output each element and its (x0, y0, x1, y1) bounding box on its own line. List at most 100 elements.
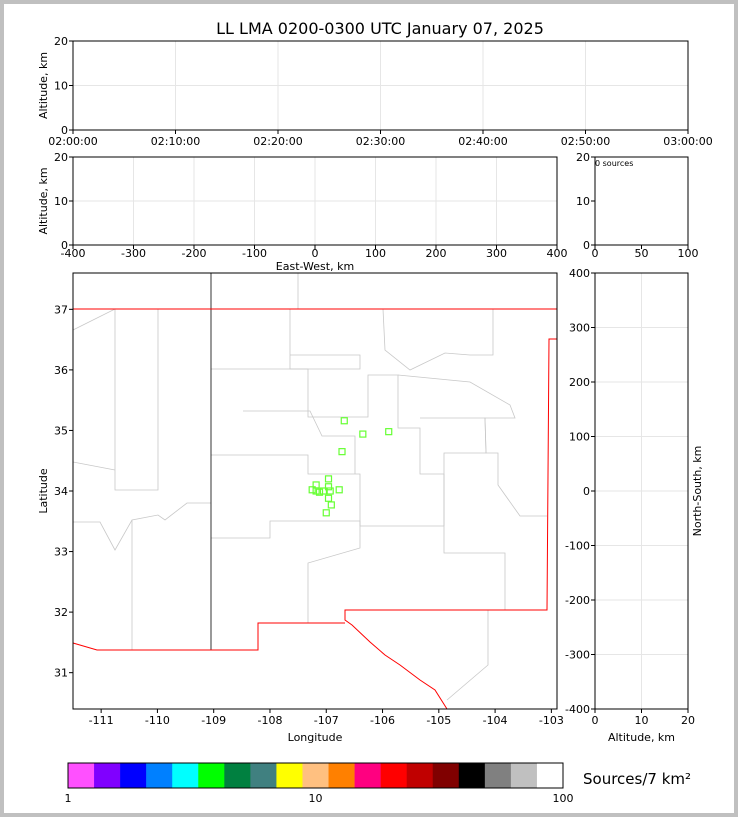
x-axis-label: East-West, km (276, 260, 354, 273)
x-tick-label: 02:30:00 (356, 135, 405, 148)
data-point (385, 428, 393, 436)
x-tick-label: 10 (635, 714, 649, 727)
colorbar-swatch (510, 763, 538, 788)
colorbar-swatch (536, 763, 564, 788)
data-point (322, 509, 330, 517)
plot-frame (72, 272, 558, 710)
x-axis-label: Altitude, km (608, 731, 675, 744)
y-axis-label: North-South, km (691, 446, 704, 537)
plot-frame (594, 272, 689, 710)
x-tick-label: 03:00:00 (663, 135, 712, 148)
colorbar-swatch (94, 763, 121, 788)
data-point (324, 475, 333, 483)
x-axis-label: Longitude (288, 731, 343, 744)
colorbar-swatch (484, 763, 512, 788)
x-tick-label: 300 (486, 247, 507, 260)
colorbar-swatch (432, 763, 460, 788)
y-tick-label: 0 (583, 485, 590, 498)
y-tick-label: -200 (565, 594, 590, 607)
x-tick-label: 02:50:00 (561, 135, 610, 148)
x-tick-label: 02:20:00 (253, 135, 302, 148)
y-tick-label: 37 (54, 303, 68, 316)
source-count: 0 sources (595, 159, 633, 168)
y-tick-label: 35 (54, 424, 68, 437)
x-tick-label: 02:40:00 (458, 135, 507, 148)
y-tick-label: 0 (583, 239, 590, 252)
data-point (324, 494, 333, 502)
y-tick-label: 32 (54, 606, 68, 619)
colorbar-swatch (354, 763, 381, 788)
colorbar-swatch (328, 763, 355, 788)
x-tick-label: -300 (121, 247, 146, 260)
x-tick-label: 0 (592, 714, 599, 727)
colorbar-swatch (380, 763, 407, 788)
colorbar-tick-label: 100 (553, 792, 574, 805)
colorbar-swatch (198, 763, 225, 788)
colorbar-swatch (276, 763, 303, 788)
y-tick-label: -400 (565, 703, 590, 716)
y-tick-label: 200 (569, 376, 590, 389)
x-tick-label: -103 (539, 714, 564, 727)
x-tick-label: 20 (681, 714, 695, 727)
y-axis-label: Altitude, km (37, 52, 50, 119)
y-tick-label: 10 (576, 195, 590, 208)
y-tick-label: 34 (54, 485, 68, 498)
colorbar-swatch (224, 763, 251, 788)
y-tick-label: -300 (565, 649, 590, 662)
y-tick-label: 400 (569, 267, 590, 280)
data-point (338, 448, 346, 456)
colorbar-swatch (68, 763, 95, 788)
colorbar-tick-label: 10 (309, 792, 323, 805)
colorbar-swatch (302, 763, 329, 788)
chart-title: LL LMA 0200-0300 UTC January 07, 2025 (216, 19, 544, 38)
y-tick-label: 20 (576, 151, 590, 164)
data-point (324, 483, 333, 491)
colorbar-swatch (120, 763, 147, 788)
x-tick-label: -104 (483, 714, 508, 727)
colorbar-tick-label: 1 (65, 792, 72, 805)
x-tick-label: 400 (547, 247, 568, 260)
x-tick-label: 02:10:00 (151, 135, 200, 148)
data-point (319, 487, 328, 495)
y-tick-label: 10 (54, 80, 68, 93)
y-tick-label: 20 (54, 151, 68, 164)
plot-frame (72, 156, 558, 246)
x-tick-label: -200 (182, 247, 207, 260)
x-tick-label: 50 (635, 247, 649, 260)
data-point (327, 501, 335, 509)
x-tick-label: -105 (426, 714, 451, 727)
x-tick-label: -110 (145, 714, 170, 727)
x-tick-label: 100 (678, 247, 699, 260)
y-tick-label: 100 (569, 431, 590, 444)
x-tick-label: -106 (370, 714, 395, 727)
y-tick-label: 20 (54, 35, 68, 48)
data-point (308, 486, 316, 494)
x-tick-label: -108 (257, 714, 282, 727)
data-point (315, 488, 324, 496)
data-point (359, 430, 367, 438)
x-tick-label: 100 (365, 247, 386, 260)
colorbar-label: Sources/7 km² (583, 770, 691, 788)
colorbar-swatch (458, 763, 486, 788)
x-tick-label: -400 (61, 247, 86, 260)
y-tick-label: 31 (54, 667, 68, 680)
plot-frame (72, 40, 689, 131)
map-boundaries (72, 273, 558, 710)
figure: LL LMA 0200-0300 UTC January 07, 2025 02… (4, 4, 734, 813)
colorbar-swatch (172, 763, 199, 788)
data-point (326, 487, 334, 495)
x-tick-label: 0 (592, 247, 599, 260)
x-tick-label: 200 (426, 247, 447, 260)
colorbar-frame (67, 762, 564, 789)
y-tick-label: 0 (61, 239, 68, 252)
y-tick-label: -100 (565, 540, 590, 553)
x-tick-label: 02:00:00 (48, 135, 97, 148)
colorbar-swatch (250, 763, 277, 788)
x-tick-label: -107 (314, 714, 339, 727)
y-tick-label: 10 (54, 195, 68, 208)
y-tick-label: 33 (54, 546, 68, 559)
y-tick-label: 36 (54, 364, 68, 377)
y-axis-label: Latitude (37, 468, 50, 514)
data-point (335, 486, 343, 494)
